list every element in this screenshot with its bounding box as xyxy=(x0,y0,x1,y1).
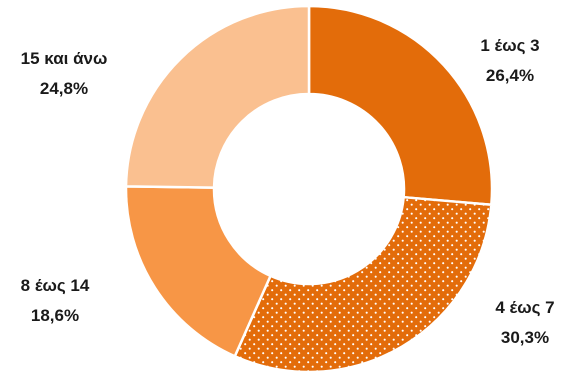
slice-category-label: 8 έως 14 xyxy=(21,276,90,295)
donut-slice-2 xyxy=(233,195,493,374)
slice-value-label: 30,3% xyxy=(501,328,549,347)
slice-labels: 1 έως 3 26,4% 4 έως 7 30,3% 8 έως 14 18,6% 15 … xyxy=(21,36,555,347)
slice-category-label: 1 έως 3 xyxy=(480,36,539,55)
slice-value-label: 26,4% xyxy=(486,66,534,85)
donut-slice-1 xyxy=(307,4,494,207)
slice-value-label: 18,6% xyxy=(31,306,79,325)
donut-slice-4 xyxy=(124,4,311,189)
donut-slices xyxy=(124,4,494,374)
slice-category-label: 4 έως 7 xyxy=(495,298,554,317)
donut-slice-3 xyxy=(124,185,272,358)
slice-value-label: 24,8% xyxy=(40,79,88,98)
slice-category-label: 15 και άνω xyxy=(21,49,108,68)
